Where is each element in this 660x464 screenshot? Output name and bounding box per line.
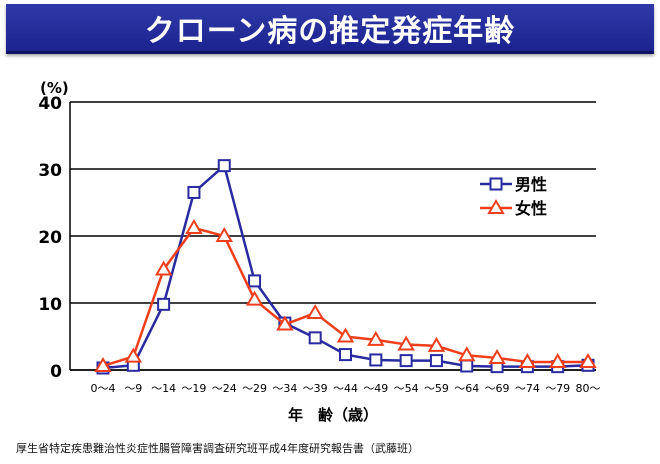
x-tick-label: 0～4 bbox=[91, 382, 116, 395]
data-point-1 bbox=[367, 330, 385, 346]
x-tick-label: ～44 bbox=[333, 382, 358, 395]
data-point-1 bbox=[458, 346, 476, 362]
x-tick-label: ～19 bbox=[181, 382, 206, 395]
source-citation: 厚生省特定疾患難治性炎症性腸管障害調査研究班平成4年度研究報告書（武藤班） bbox=[16, 442, 419, 455]
x-tick-label: ～64 bbox=[454, 382, 479, 395]
data-point-1 bbox=[154, 260, 173, 276]
data-point-1 bbox=[548, 352, 567, 368]
data-point-1 bbox=[518, 352, 537, 368]
x-tick-label: ～54 bbox=[394, 382, 419, 395]
data-point-0 bbox=[339, 348, 352, 362]
x-tick-label: ～79 bbox=[545, 382, 570, 395]
x-tick-label: ～39 bbox=[303, 382, 328, 395]
data-point-0 bbox=[399, 354, 413, 368]
x-tick-label: ～34 bbox=[272, 382, 297, 395]
data-point-1 bbox=[215, 227, 233, 242]
data-point-1 bbox=[579, 352, 597, 368]
data-point-1 bbox=[245, 290, 264, 306]
x-axis-label: 年 齢（歳） bbox=[288, 406, 378, 424]
x-tick-label: ～29 bbox=[242, 382, 267, 395]
title-banner: クローン病の推定発症年齢 bbox=[6, 4, 654, 54]
data-point-1 bbox=[427, 336, 446, 352]
legend-label: 女性 bbox=[515, 199, 547, 218]
y-tick-label: 40 bbox=[38, 94, 62, 114]
data-point-0 bbox=[217, 159, 231, 173]
y-tick-label: 10 bbox=[38, 295, 62, 315]
data-point-0 bbox=[460, 359, 474, 373]
data-point-1 bbox=[124, 347, 143, 363]
x-tick-label: ～49 bbox=[363, 382, 388, 395]
data-point-1 bbox=[488, 348, 506, 364]
y-tick-label: 30 bbox=[38, 161, 62, 181]
x-tick-label: ～74 bbox=[515, 382, 540, 395]
x-tick-label: ～69 bbox=[485, 382, 510, 395]
data-point-0 bbox=[157, 297, 171, 311]
data-point-0 bbox=[187, 185, 201, 199]
data-point-1 bbox=[336, 327, 355, 343]
y-tick-label: 0 bbox=[50, 362, 62, 382]
data-point-0 bbox=[369, 353, 383, 367]
page-title: クローン病の推定発症年齢 bbox=[144, 13, 516, 49]
data-point-1 bbox=[94, 356, 112, 372]
legend-marker-0 bbox=[489, 177, 503, 191]
legend-label: 男性 bbox=[515, 175, 547, 194]
x-tick-label: ～14 bbox=[151, 382, 176, 395]
y-axis-label: (%) bbox=[40, 79, 69, 97]
x-tick-label: ～24 bbox=[212, 382, 237, 395]
legend-marker-1 bbox=[487, 199, 505, 214]
data-point-1 bbox=[276, 315, 294, 331]
data-point-1 bbox=[306, 304, 324, 320]
x-tick-label: ～9 bbox=[124, 382, 142, 395]
data-point-0 bbox=[308, 331, 322, 345]
series-line-1 bbox=[102, 226, 588, 368]
data-point-1 bbox=[185, 218, 203, 234]
x-tick-label: 80～ bbox=[576, 382, 601, 395]
x-tick-label: ～59 bbox=[424, 382, 449, 395]
y-tick-label: 20 bbox=[38, 228, 62, 248]
data-point-1 bbox=[397, 335, 415, 351]
data-point-0 bbox=[429, 354, 443, 368]
data-point-0 bbox=[248, 274, 262, 288]
